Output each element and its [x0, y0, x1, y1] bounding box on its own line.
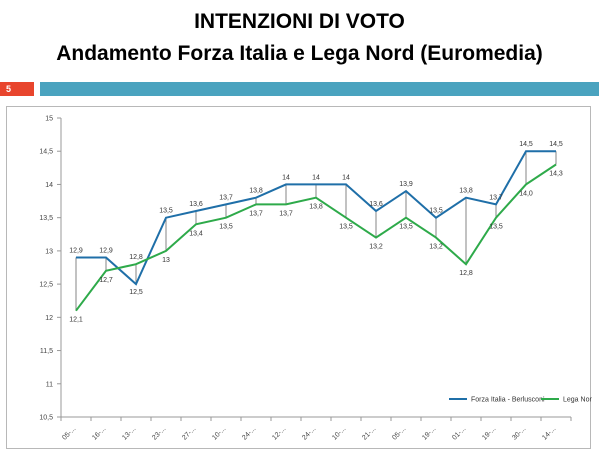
data-label-lega-nord: 13,8: [309, 204, 323, 211]
y-tick-label: 14,5: [39, 149, 53, 156]
data-label-forza-italia: 13,7: [489, 194, 503, 201]
data-label-forza-italia: 13,7: [219, 194, 233, 201]
data-label-lega-nord: 12,1: [69, 317, 83, 324]
data-label-lega-nord: 13,4: [189, 230, 203, 237]
data-label-lega-nord: 13,5: [399, 224, 413, 231]
x-tick-label: 30-...: [511, 425, 527, 441]
x-tick-label: 21-...: [361, 425, 377, 441]
line-chart: 10,5 11 11,5 12 12,5 13 13,5 14 14,5 15 05-... 16-.…: [39, 116, 592, 442]
x-tick-label: 27-...: [181, 425, 197, 441]
x-tick-label: 10-...: [331, 425, 347, 441]
x-tick-label: 19-...: [481, 425, 497, 441]
x-tick-label: 14-...: [541, 425, 557, 441]
legend-label-lega-nord: Lega Nord: [563, 397, 592, 404]
x-tick-label: 19-...: [421, 425, 437, 441]
series-line-forza-italia: [76, 150, 556, 286]
x-tick-label: 05-...: [391, 425, 407, 441]
x-tick-label: 10-...: [211, 425, 227, 441]
x-tick-label: 23-...: [151, 425, 167, 441]
x-tick-label: 24-...: [301, 425, 317, 441]
data-label-forza-italia: 12,9: [69, 248, 83, 255]
data-label-lega-nord: 12,8: [459, 270, 473, 277]
data-label-lega-nord: 12,8: [129, 254, 143, 261]
data-label-forza-italia: 12,5: [129, 289, 143, 296]
series-line-lega-nord: [75, 163, 557, 312]
y-tick-label: 12,5: [39, 282, 53, 289]
data-label-lega-nord: 13,2: [429, 244, 443, 251]
y-tick-label: 15: [45, 116, 53, 123]
data-label-forza-italia: 14,5: [549, 141, 563, 148]
y-tick-label: 13,5: [39, 215, 53, 222]
data-label-lega-nord: 13,5: [339, 224, 353, 231]
y-tick-label: 12: [45, 315, 53, 322]
x-tick-label: 05-...: [61, 425, 77, 441]
data-label-forza-italia: 14: [342, 174, 350, 181]
data-label-forza-italia: 13,6: [189, 201, 203, 208]
data-label-lega-nord: 13: [162, 257, 170, 264]
data-label-lega-nord: 13,7: [249, 210, 263, 217]
data-label-lega-nord: 13,2: [369, 244, 383, 251]
chart-frame: 10,5 11 11,5 12 12,5 13 13,5 14 14,5 15 05-... 16-.…: [6, 106, 592, 449]
data-label-forza-italia: 13,5: [429, 208, 443, 215]
data-label-lega-nord: 14,3: [549, 171, 563, 178]
x-tick-label: 24-...: [241, 425, 257, 441]
page-subtitle: Andamento Forza Italia e Lega Nord (Euro…: [56, 42, 543, 65]
data-label-lega-nord: 13,5: [489, 224, 503, 231]
x-tick-label: 01-...: [451, 425, 467, 441]
data-label-forza-italia: 12,9: [99, 248, 113, 255]
y-tick-label: 11: [46, 381, 53, 388]
data-label-lega-nord: 13,7: [279, 210, 293, 217]
x-tick-label: 16-...: [91, 425, 107, 441]
data-label-forza-italia: 14: [312, 174, 320, 181]
page-title: INTENZIONI DI VOTO: [194, 10, 405, 33]
legend-label-forza-italia: Forza Italia - Berlusconi: [471, 397, 545, 404]
data-label-lega-nord: 12,7: [99, 277, 113, 284]
data-label-forza-italia: 14,5: [519, 141, 533, 148]
data-label-forza-italia: 13,6: [369, 201, 383, 208]
accent-bar: [40, 82, 599, 96]
data-label-forza-italia: 13,9: [399, 181, 413, 188]
slide-number: 5: [0, 82, 34, 96]
y-tick-label: 14: [45, 182, 53, 189]
x-tick-label: 13-...: [121, 425, 137, 441]
x-tick-label: 12-...: [271, 425, 287, 441]
y-tick-label: 11,5: [40, 348, 53, 355]
data-label-forza-italia: 13,5: [159, 208, 173, 215]
data-label-lega-nord: 14,0: [519, 190, 533, 197]
data-label-forza-italia: 14: [282, 174, 290, 181]
y-tick-label: 13: [45, 248, 53, 255]
data-label-lega-nord: 13,5: [219, 224, 233, 231]
data-label-forza-italia: 13,8: [249, 188, 263, 195]
y-tick-label: 10,5: [39, 415, 53, 422]
data-label-forza-italia: 13,8: [459, 188, 473, 195]
